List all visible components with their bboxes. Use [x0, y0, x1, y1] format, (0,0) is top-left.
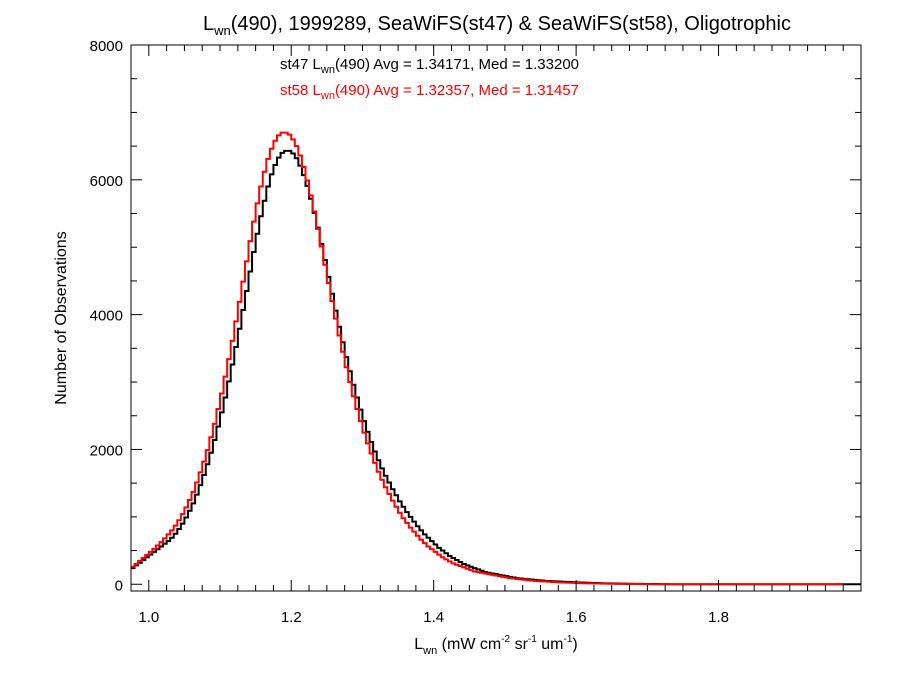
x-axis-label: Lwn (mW cm-2 sr-1 um-1): [414, 634, 577, 657]
legend-label-st47: st47 Lwn(490) Avg = 1.34171, Med = 1.332…: [280, 56, 579, 76]
y-axis-label: Number of Observations: [53, 231, 70, 404]
histogram-series-st58: [131, 131, 844, 586]
x-tick-label: 1.2: [281, 609, 302, 626]
legend-label-st58: st58 Lwn(490) Avg = 1.32357, Med = 1.314…: [280, 82, 579, 102]
y-axis: 0 2000 4000 6000 8000: [90, 38, 861, 594]
chart-title: Lwn(490), 1999289, SeaWiFS(st47) & SeaWi…: [203, 13, 791, 38]
x-tick-label: 1.6: [566, 609, 587, 626]
y-tick-label: 6000: [90, 173, 123, 190]
y-tick-label: 8000: [90, 38, 123, 55]
y-tick-label: 2000: [90, 442, 123, 459]
y-tick-label: 4000: [90, 308, 123, 325]
histogram-series-st47: [131, 149, 861, 586]
plot-area: [131, 131, 861, 586]
x-tick-label: 1.0: [138, 609, 159, 626]
x-axis: 1.0 1.2 1.4 1.6 1.8: [138, 45, 862, 626]
x-tick-label: 1.4: [423, 609, 444, 626]
x-tick-label: 1.8: [708, 609, 729, 626]
plot-frame: [130, 44, 862, 592]
y-tick-label: 0: [115, 577, 123, 594]
